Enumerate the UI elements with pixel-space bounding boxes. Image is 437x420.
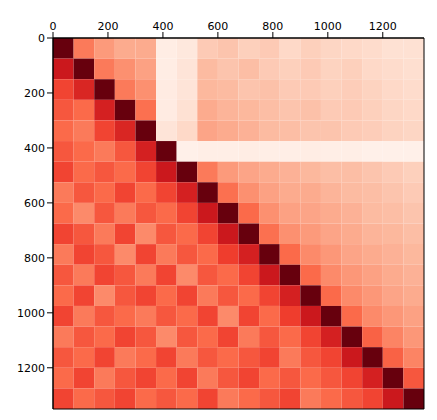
svg-text:800: 800 [262, 20, 283, 33]
svg-text:400: 400 [24, 142, 45, 155]
svg-text:1000: 1000 [314, 20, 342, 33]
svg-text:0: 0 [38, 32, 45, 45]
svg-text:400: 400 [152, 20, 173, 33]
svg-text:800: 800 [24, 252, 45, 265]
svg-text:1200: 1200 [369, 20, 397, 33]
svg-text:1200: 1200 [17, 362, 45, 375]
svg-text:600: 600 [207, 20, 228, 33]
svg-text:0: 0 [50, 20, 57, 33]
svg-text:200: 200 [24, 87, 45, 100]
svg-text:600: 600 [24, 197, 45, 210]
svg-text:200: 200 [97, 20, 118, 33]
svg-text:1000: 1000 [17, 307, 45, 320]
